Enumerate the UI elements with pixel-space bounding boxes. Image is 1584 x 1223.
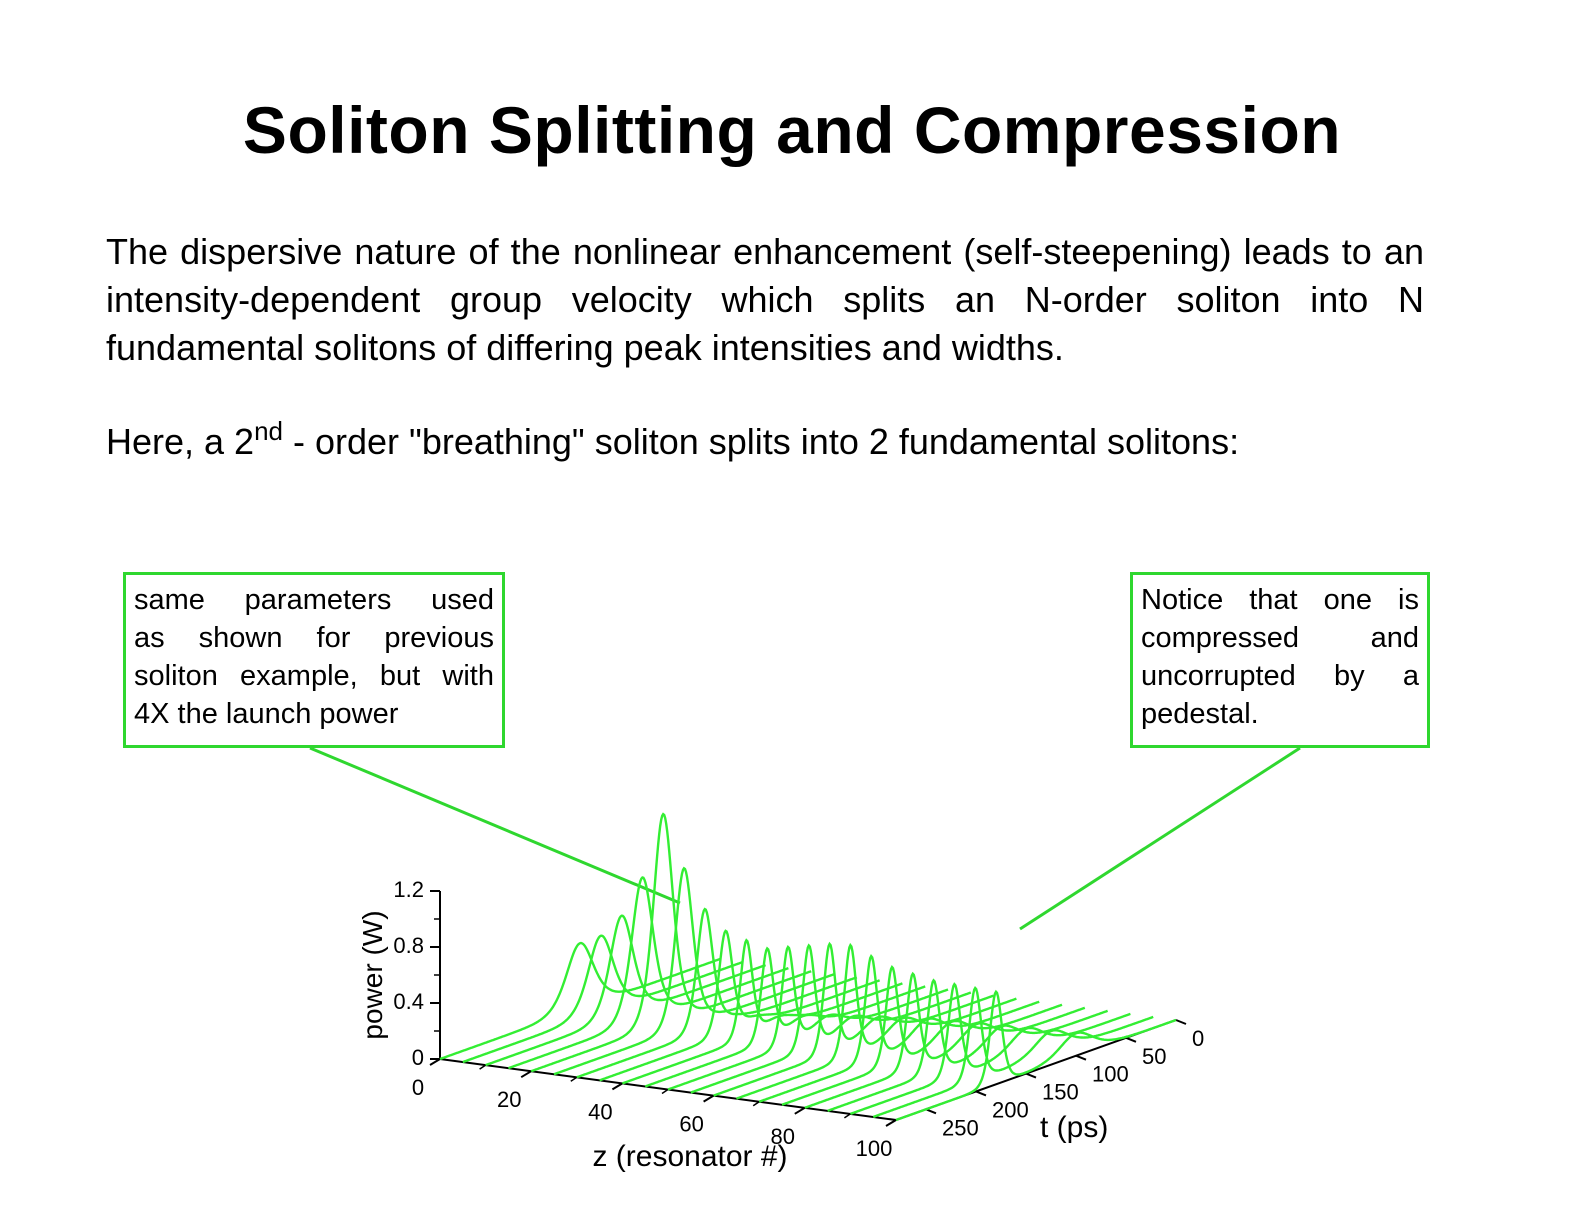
second-order-paragraph: Here, a 2nd - order "breathing" soliton … [106,418,1424,466]
z-tick-label: 100 [856,1136,893,1161]
z-tick-label: 20 [497,1087,521,1112]
t-tick-label: 50 [1142,1044,1166,1069]
y-tick-label: 0.8 [393,933,424,958]
z-minor-tick [570,1076,578,1082]
callout-right-line: uncorrupted by a [1141,660,1419,692]
soliton-trace [713,941,995,1097]
soliton-trace [849,982,1131,1116]
t-tick [1075,1054,1087,1061]
callout-left-line: soliton example, but with [134,660,494,692]
t-tick-label: 200 [992,1097,1029,1122]
z-minor-tick [479,1064,487,1070]
z-tick [429,1058,441,1066]
soliton-trace [895,989,1177,1122]
z-minor-tick [752,1101,760,1107]
z-minor-tick [661,1088,669,1095]
t-tick [975,1090,987,1097]
soliton-trace [872,985,1154,1119]
callout-left-line: same parameters used [134,584,494,616]
left-callout-connector [309,746,681,905]
z-tick [520,1070,532,1079]
t-tick [1175,1019,1187,1025]
y-axis-title: power (W) [357,910,388,1039]
z-tick-label: 80 [771,1124,795,1149]
z-tick [703,1094,715,1103]
callout-right-line: Notice that one is [1141,584,1419,616]
paragraph2-post: - order "breathing" soliton splits into … [283,421,1240,462]
y-tick-label: 1.2 [393,877,424,902]
t-tick-label: 250 [942,1115,979,1140]
callout-connectors [309,746,1301,931]
plot-traces [439,812,1177,1122]
right-callout-connector [1019,746,1301,931]
z-minor-tick [843,1113,851,1119]
y-tick-label: 0.4 [393,989,424,1014]
soliton-trace [530,812,812,1073]
soliton-trace [621,938,903,1085]
callout-compressed: Notice that one is compressed and uncorr… [1130,572,1430,748]
z-tick [885,1119,897,1127]
t-tick-label: 100 [1092,1062,1129,1087]
z-tick-label: 40 [588,1099,612,1124]
t-tick [1125,1036,1137,1043]
t-tick-label: 0 [1192,1026,1204,1051]
callout-left-line: as shown for previous [134,622,494,654]
z-axis-title: z (resonator #) [592,1140,787,1173]
soliton-trace [439,941,721,1061]
paragraph2-sup: nd [254,416,283,446]
t-tick [1025,1072,1037,1079]
y-tick-label: 0 [412,1045,424,1070]
intro-paragraph: The dispersive nature of the nonlinear e… [106,231,1424,368]
t-axis-title: t (ps) [1040,1111,1108,1144]
callout-right-line: pedestal. [1141,698,1259,730]
z-tick [611,1082,623,1091]
t-tick-label: 150 [1042,1080,1079,1105]
soliton-trace [599,929,881,1082]
callout-left-line: 4X the launch power [134,698,399,730]
z-tick-label: 0 [412,1075,424,1100]
soliton-trace [690,943,972,1094]
slide-title: Soliton Splitting and Compression [242,93,1342,167]
z-tick-label: 60 [679,1112,703,1137]
soliton-trace [553,866,835,1076]
soliton-trace [508,876,789,1070]
paragraph2-pre: Here, a 2 [106,421,255,462]
callout-launch-power: same parameters used as shown for previo… [123,572,505,748]
soliton-trace [781,965,1063,1106]
z-tick [794,1106,806,1115]
soliton-trace [667,944,949,1091]
callout-right-line: compressed and [1141,622,1419,654]
